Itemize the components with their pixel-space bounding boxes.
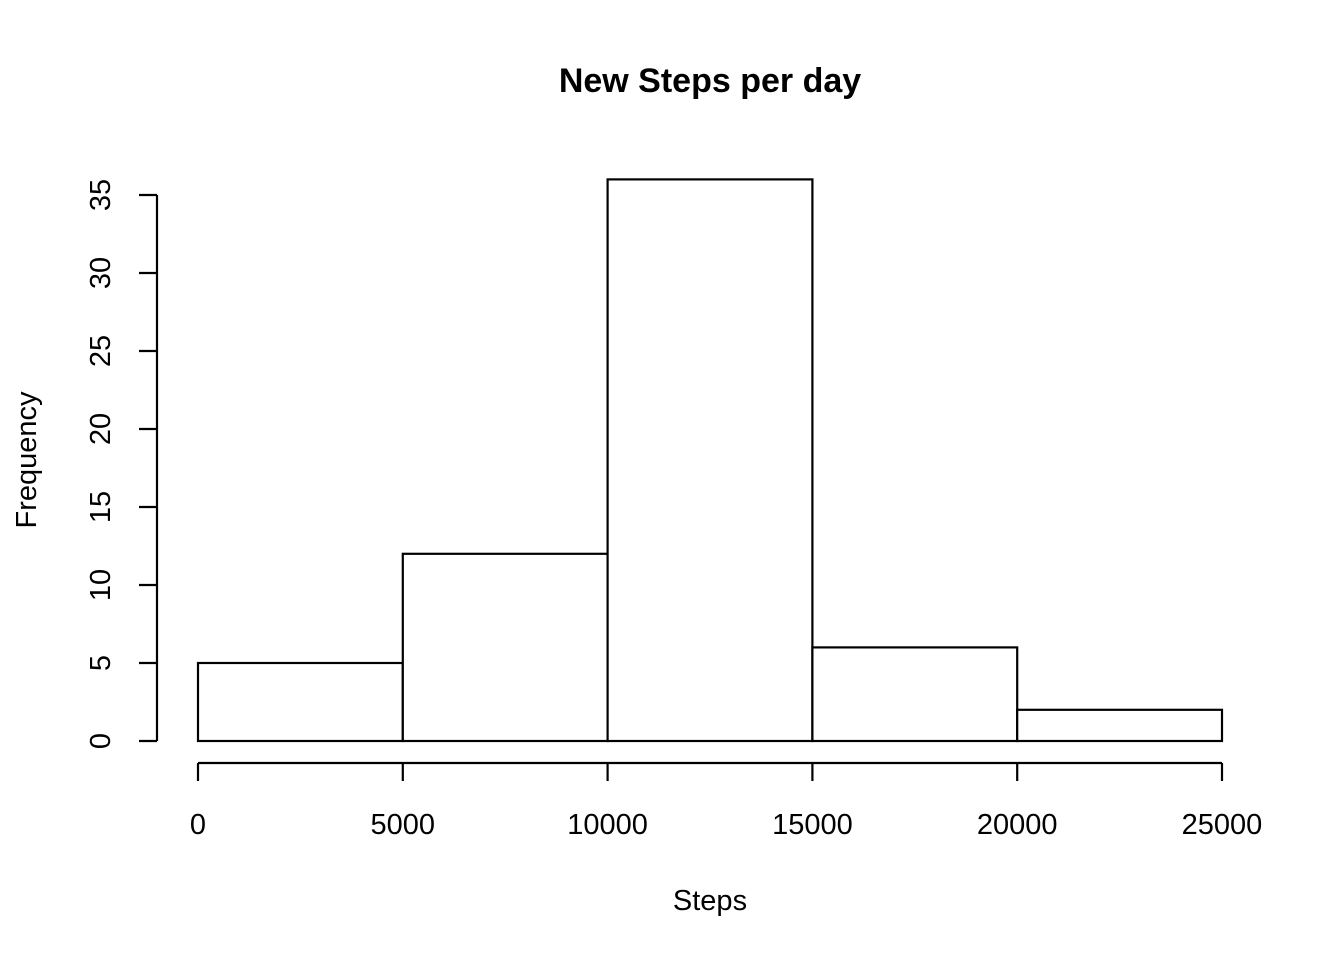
x-tick-label-1: 5000 [371,809,436,841]
y-tick-label-5: 25 [85,335,117,367]
y-tick-label-2: 10 [85,569,117,601]
x-tick-label-3: 15000 [772,809,853,841]
x-axis: 0 5000 10000 15000 20000 25000 [190,761,1263,841]
y-axis-label: Frequency [11,391,43,529]
x-tick-label-2: 10000 [567,809,648,841]
y-axis: 0 5 10 15 20 25 30 35 [85,179,159,749]
histogram-bar-1 [401,552,609,743]
y-tick-label-3: 15 [85,491,117,523]
histogram-bar-0 [196,661,404,743]
x-tick-label-0: 0 [190,809,206,841]
x-tick-label-5: 25000 [1182,809,1263,841]
chart-title: New Steps per day [559,62,861,100]
x-axis-label: Steps [673,885,747,917]
bars-group [196,178,1224,743]
y-tick-label-0: 0 [85,733,117,749]
x-tick-label-4: 20000 [977,809,1058,841]
histogram-bar-3 [811,646,1019,743]
y-tick-label-4: 20 [85,413,117,445]
histogram-bar-2 [606,178,814,743]
y-tick-label-1: 5 [85,655,117,671]
histogram-bar-4 [1016,708,1224,743]
y-tick-label-6: 30 [85,257,117,289]
y-tick-label-7: 35 [85,179,117,211]
